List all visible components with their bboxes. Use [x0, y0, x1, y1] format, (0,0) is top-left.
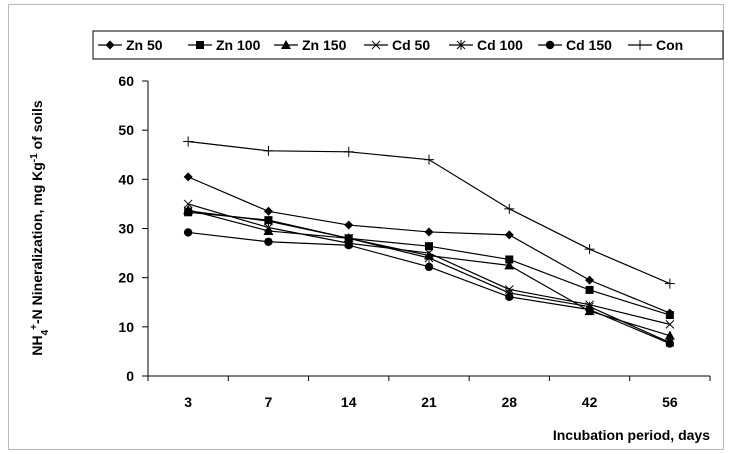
data-point-con: [343, 146, 354, 157]
data-point-zn-100: [585, 285, 594, 294]
data-point-cd-150: [424, 262, 434, 272]
series-cd-150: [183, 228, 675, 348]
y-axis-title-sup2: -1: [29, 153, 40, 162]
data-point-zn-150: [664, 330, 675, 340]
data-point-zn-50: [424, 227, 434, 237]
data-point-cd-50: [665, 320, 675, 329]
series-con: [183, 136, 675, 289]
series-group: [183, 136, 675, 348]
data-point-zn-50: [504, 230, 514, 240]
legend-label-zn-150: Zn 150: [302, 37, 347, 53]
y-tick-label: 30: [118, 221, 134, 237]
legend-marker-cd-100: [456, 40, 466, 50]
x-tick-label: 3: [184, 394, 192, 410]
x-tick-label: 14: [341, 394, 357, 410]
y-axis-title-sup: +: [29, 324, 40, 330]
data-point-cd-150: [264, 237, 273, 246]
data-point-zn-50: [263, 206, 273, 216]
data-point-cd-150: [183, 228, 193, 237]
y-tick-label: 10: [118, 319, 134, 335]
data-point-zn-50: [183, 172, 193, 182]
data-point-con: [183, 136, 194, 147]
y-tick-label: 20: [118, 270, 134, 286]
y-tick-label: 60: [118, 73, 134, 89]
data-point-cd-50: [183, 199, 193, 209]
legend-marker-zn-100: [196, 41, 204, 49]
x-tick-label: 7: [265, 394, 273, 410]
data-point-cd-150: [665, 339, 675, 348]
x-tick-label: 56: [662, 394, 678, 410]
data-point-con: [263, 145, 274, 156]
series-cd-100: [183, 205, 675, 348]
legend-entry-con: Con: [628, 37, 683, 53]
x-axis-title: Incubation period, days: [553, 427, 710, 443]
legend-label-cd-150: Cd 150: [566, 37, 612, 53]
legend-entry-zn-100: Zn 100: [188, 37, 261, 53]
legend-marker-zn-50: [105, 40, 115, 50]
data-point-zn-150: [504, 260, 515, 270]
legend-label-cd-100: Cd 100: [477, 37, 523, 53]
data-point-cd-150: [505, 292, 514, 302]
data-point-con: [504, 203, 515, 214]
data-point-zn-100: [425, 242, 433, 251]
y-tick-label: 50: [118, 122, 134, 138]
y-tick-label: 0: [126, 368, 134, 384]
legend-entry-cd-150: Cd 150: [538, 37, 612, 53]
legend: Zn 50 Zn 100 Zn 150 Cd 50 Cd 100 Cd 150 Con: [92, 30, 724, 60]
legend-entry-zn-150: Zn 150: [274, 37, 347, 53]
data-point-zn-50: [585, 275, 595, 285]
data-point-cd-100: [183, 205, 193, 216]
data-point-con: [424, 154, 434, 165]
data-point-con: [664, 278, 675, 289]
data-point-zn-50: [344, 220, 354, 230]
y-axis-title-suffix: of soils: [29, 100, 45, 153]
y-axis-title-sub: 4: [40, 329, 51, 335]
series-zn-150: [183, 204, 675, 340]
data-point-cd-150: [344, 241, 353, 250]
legend-label-cd-50: Cd 50: [392, 37, 430, 53]
data-point-cd-50: [264, 223, 273, 232]
data-point-cd-150: [585, 305, 594, 314]
x-tick-label: 28: [501, 394, 517, 410]
legend-entry-zn-50: Zn 50: [98, 37, 163, 53]
x-tick-label: 21: [421, 394, 437, 410]
legend-marker-zn-150: [281, 40, 291, 49]
legend-entry-cd-50: Cd 50: [364, 37, 430, 53]
y-axis-title-prefix: NH: [29, 335, 45, 355]
data-point-zn-150: [263, 225, 274, 235]
legend-label-zn-50: Zn 50: [126, 37, 163, 53]
legend-marker-cd-150: [545, 40, 555, 50]
data-point-zn-100: [665, 311, 674, 320]
x-tick-label: 42: [582, 394, 598, 410]
legend-marker-con: [635, 40, 645, 50]
y-axis-title: NH4+-N Nineralization, mg Kg-1 of soils: [29, 100, 51, 355]
legend-label-zn-100: Zn 100: [216, 37, 261, 53]
data-point-cd-100: [424, 253, 434, 263]
data-point-zn-100: [505, 255, 514, 264]
data-point-con: [584, 244, 595, 255]
data-point-cd-100: [264, 216, 273, 227]
y-tick-label: 40: [118, 171, 134, 187]
y-axis-title-mid: -N Nineralization, mg Kg: [29, 162, 45, 324]
legend-marker-cd-50: [371, 40, 381, 50]
legend-label-con: Con: [656, 37, 683, 53]
legend-entry-cd-100: Cd 100: [449, 37, 523, 53]
